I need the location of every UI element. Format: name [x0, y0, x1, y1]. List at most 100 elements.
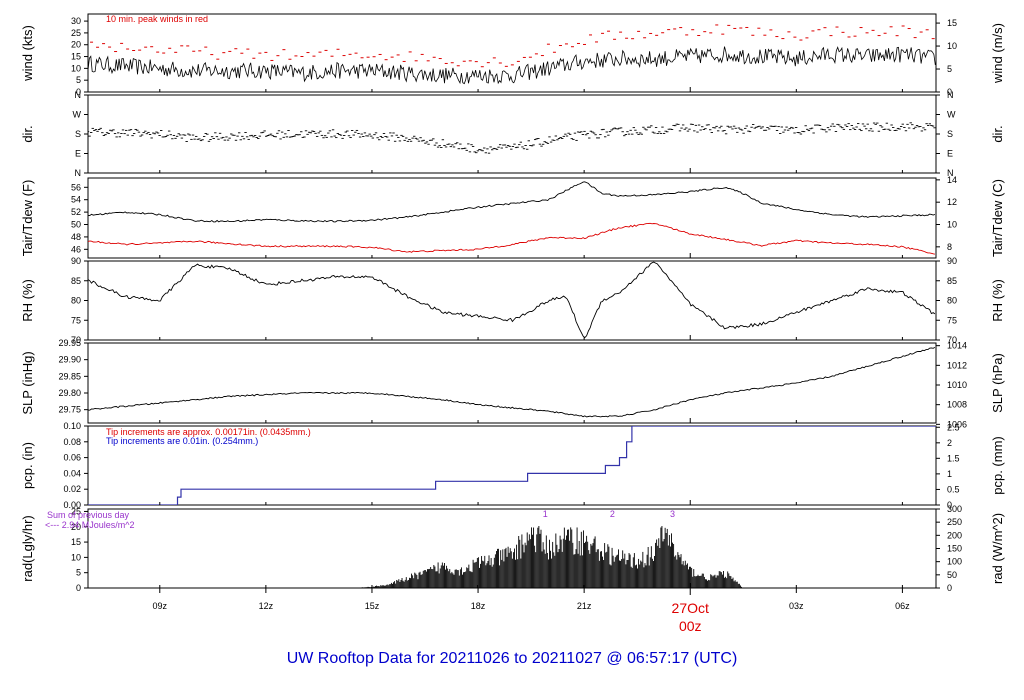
right-tick-label: N — [947, 168, 954, 178]
panel-frame — [87, 94, 937, 174]
ylabel-left: Tair/Tdew (F) — [20, 180, 35, 257]
ytick-label: 5 — [76, 75, 81, 85]
right-tick-label: N — [947, 90, 954, 100]
rad-sum-value: <--- 2.94 MJoules/m^2 — [45, 520, 135, 530]
right-tick-label: 250 — [947, 517, 962, 527]
ylabel-right: Tair/Tdew (C) — [990, 179, 1005, 257]
ytick-label: N — [75, 168, 82, 178]
ytick-label: 46 — [71, 244, 81, 254]
ylabel-left: pcp. (in) — [20, 442, 35, 489]
ylabel-right: dir. — [990, 125, 1005, 142]
ytick-label: 70 — [71, 335, 81, 345]
ytick-label: 0.00 — [63, 500, 81, 510]
ytick-label: 54 — [71, 195, 81, 205]
panel-rh: 70 75 80 85 90 70 75 80 85 90 RH (%) RH (%) — [20, 256, 1005, 345]
ytick-label: 10 — [71, 552, 81, 562]
series-precipitation — [88, 426, 936, 505]
plot-area — [88, 122, 936, 154]
right-tick-label: 90 — [947, 256, 957, 266]
ytick-label: 20 — [71, 40, 81, 50]
right-tick-label: 50 — [947, 570, 957, 580]
ytick-label: 0 — [76, 583, 81, 593]
ytick-label: 0 — [76, 87, 81, 97]
xtick-label: 09z — [153, 601, 168, 611]
right-tick-label: 0.5 — [947, 484, 960, 494]
ylabel-left: rad(Lgly/hr) — [20, 515, 35, 581]
right-tick-label: 1008 — [947, 400, 967, 410]
plot-area — [88, 347, 936, 418]
panel-pcp: 0.00 0.02 0.04 0.06 0.08 0.10 0 0.5 1 1.5 2 2.5 pcp.… — [20, 421, 1005, 510]
right-tick-label: 70 — [947, 335, 957, 345]
rad-marker-1: 1 — [543, 509, 548, 519]
plot-area — [88, 24, 936, 85]
midnight-date-label: 27Oct — [672, 600, 709, 616]
plot-area — [354, 526, 744, 588]
ytick-label: N — [75, 90, 82, 100]
right-tick-label: 12 — [947, 197, 957, 207]
ytick-label: 29.75 — [58, 405, 81, 415]
right-tick-label: 1012 — [947, 360, 967, 370]
ytick-label: 15 — [71, 537, 81, 547]
ytick-label: 85 — [71, 276, 81, 286]
ytick-label: 29.90 — [58, 355, 81, 365]
ytick-label: 80 — [71, 296, 81, 306]
panel-frame — [87, 260, 937, 341]
right-tick-label: 300 — [947, 504, 962, 514]
right-tick-label: 200 — [947, 530, 962, 540]
ytick-label: W — [73, 110, 82, 120]
right-tick-label: 150 — [947, 544, 962, 554]
rad-sum-label: Sum of previous day — [47, 510, 130, 520]
ytick-label: 25 — [71, 28, 81, 38]
ytick-label: 0.10 — [63, 421, 81, 431]
panel-slp: 29.75 29.80 29.85 29.90 29.95 1006 1008 1010 101… — [20, 338, 1005, 429]
ytick-label: 25 — [71, 506, 81, 516]
plot-area — [88, 261, 936, 339]
ylabel-right: rad (W/m^2) — [990, 513, 1005, 584]
right-tick-label: 15 — [947, 18, 957, 28]
ylabel-right: RH (%) — [990, 279, 1005, 322]
panel-frame — [87, 425, 937, 506]
ytick-label: 52 — [71, 207, 81, 217]
right-tick-label: 0 — [947, 87, 952, 97]
series-wind-speed — [88, 46, 936, 85]
panel-frame — [87, 177, 937, 259]
ytick-label: 0.02 — [63, 484, 81, 494]
ylabel-left: SLP (inHg) — [20, 351, 35, 414]
ytick-label: 56 — [71, 182, 81, 192]
right-tick-label: 10 — [947, 220, 957, 230]
ytick-label: 30 — [71, 16, 81, 26]
panel-temp: 46 48 50 52 54 56 8 10 12 14 Tair/Tdew (F) Tair/Tde… — [20, 175, 1005, 259]
ylabel-left: dir. — [20, 125, 35, 142]
xtick-label: 18z — [471, 601, 486, 611]
right-tick-label: 14 — [947, 175, 957, 185]
ytick-label: 90 — [71, 256, 81, 266]
right-tick-label: 1010 — [947, 380, 967, 390]
xtick-label: 12z — [259, 601, 274, 611]
right-tick-label: S — [947, 129, 953, 139]
ytick-label: 29.85 — [58, 371, 81, 381]
right-tick-label: 100 — [947, 557, 962, 567]
panel-rad: 0510152025050100150200250300rad(Lgly/hr)… — [20, 504, 1005, 593]
series-rh — [88, 261, 936, 339]
chart-title: UW Rooftop Data for 20211026 to 20211027… — [286, 650, 738, 667]
right-tick-label: W — [947, 110, 956, 120]
pcp-note-tip: Tip increments are 0.01in. (0.254mm.) — [106, 436, 258, 446]
right-tick-label: 1014 — [947, 341, 967, 351]
ylabel-left: RH (%) — [20, 279, 35, 322]
ytick-label: 20 — [71, 522, 81, 532]
ytick-label: 0.08 — [63, 437, 81, 447]
rad-marker-2: 2 — [610, 509, 615, 519]
right-tick-label: 75 — [947, 315, 957, 325]
right-tick-label: 1.5 — [947, 453, 960, 463]
peak-wind-note: 10 min. peak winds in red — [106, 14, 208, 24]
panel-frame — [87, 13, 937, 93]
right-tick-label: 10 — [947, 41, 957, 51]
right-tick-label: 5 — [947, 64, 952, 74]
plot-area — [88, 426, 936, 505]
series-slp — [88, 347, 936, 418]
right-tick-label: 2.5 — [947, 422, 960, 432]
midnight-hour-label: 00z — [679, 618, 702, 634]
right-tick-label: 1006 — [947, 419, 967, 429]
